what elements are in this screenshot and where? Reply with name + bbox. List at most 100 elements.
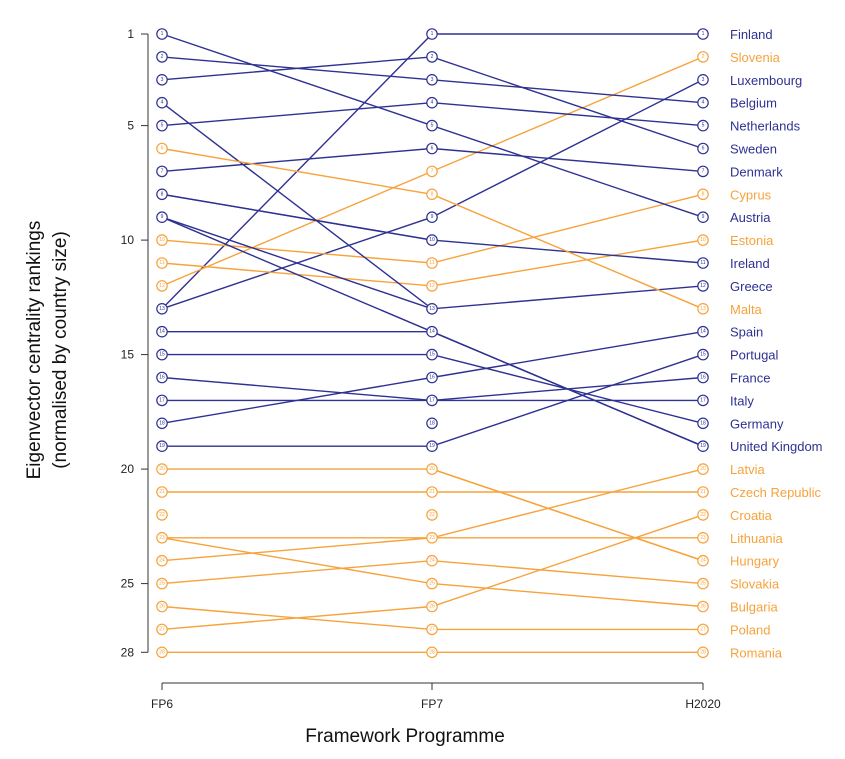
rank-marker bbox=[156, 74, 168, 86]
x-tick-label: H2020 bbox=[685, 697, 721, 711]
rank-marker-label: 9 bbox=[702, 214, 705, 220]
rank-marker-label: 27 bbox=[159, 626, 165, 632]
rank-marker bbox=[697, 600, 709, 613]
rank-marker bbox=[156, 142, 168, 155]
y-tick-label: 10 bbox=[121, 233, 135, 247]
rank-marker bbox=[697, 211, 709, 223]
rank-marker-label: 19 bbox=[700, 443, 706, 449]
rank-marker bbox=[697, 28, 709, 40]
rank-marker-label: 21 bbox=[429, 489, 435, 495]
rank-marker-label: 12 bbox=[159, 283, 165, 289]
rank-marker bbox=[156, 348, 168, 361]
country-label: Germany bbox=[730, 416, 784, 431]
rank-marker-label: 20 bbox=[700, 466, 706, 472]
rank-marker-label: 24 bbox=[159, 558, 165, 564]
rank-marker bbox=[697, 302, 709, 315]
series-line-germany bbox=[162, 353, 704, 424]
rank-marker bbox=[426, 577, 438, 590]
rank-marker bbox=[426, 371, 438, 384]
rank-marker-label: 6 bbox=[431, 146, 434, 152]
rank-marker bbox=[156, 234, 168, 246]
rank-marker-label: 8 bbox=[702, 191, 705, 197]
rank-marker-label: 12 bbox=[700, 283, 706, 289]
country-label: Portugal bbox=[730, 348, 779, 363]
rank-marker bbox=[426, 302, 438, 315]
series-segment bbox=[161, 216, 433, 310]
rank-marker-label: 7 bbox=[702, 168, 705, 174]
rank-marker bbox=[697, 417, 709, 430]
rank-marker bbox=[697, 280, 709, 292]
country-label: Romania bbox=[730, 645, 783, 660]
rank-marker bbox=[156, 463, 168, 475]
rank-marker bbox=[697, 577, 709, 590]
rank-marker bbox=[426, 234, 438, 246]
country-label: Malta bbox=[730, 302, 763, 317]
rank-marker bbox=[426, 623, 438, 636]
rank-marker-label: 13 bbox=[159, 306, 165, 312]
rank-marker bbox=[426, 348, 438, 361]
rank-marker bbox=[426, 96, 438, 109]
country-label: Ireland bbox=[730, 256, 770, 271]
rank-marker-label: 19 bbox=[429, 443, 435, 449]
rank-marker-label: 3 bbox=[702, 77, 705, 83]
series-segment bbox=[431, 468, 704, 562]
y-axis-title-line-2: (normalised by country size) bbox=[50, 231, 71, 469]
rank-marker-label: 2 bbox=[702, 54, 705, 60]
y-tick-label: 15 bbox=[121, 348, 135, 362]
rank-marker bbox=[156, 371, 168, 384]
rank-marker bbox=[156, 302, 168, 315]
rank-marker-label: 4 bbox=[702, 100, 705, 106]
rank-marker bbox=[697, 96, 709, 109]
rank-marker bbox=[697, 623, 709, 636]
series-line-cyprus bbox=[161, 193, 704, 264]
series-line-bulgaria bbox=[161, 537, 704, 608]
rank-marker-label: 24 bbox=[429, 558, 435, 564]
rank-marker-label: 10 bbox=[429, 237, 435, 243]
rank-marker-label: 20 bbox=[429, 466, 435, 472]
rank-marker bbox=[697, 257, 709, 269]
rank-marker-label: 16 bbox=[159, 375, 165, 381]
country-label: Greece bbox=[730, 279, 773, 294]
series-segment bbox=[431, 331, 704, 447]
y-tick-label: 1 bbox=[127, 27, 134, 41]
rank-marker bbox=[697, 325, 709, 338]
rank-marker-label: 14 bbox=[429, 329, 435, 335]
rank-marker-label: 3 bbox=[431, 77, 434, 83]
rank-marker bbox=[697, 74, 709, 86]
rank-marker-label: 26 bbox=[159, 604, 165, 610]
rank-marker bbox=[697, 51, 709, 63]
y-tick-label: 25 bbox=[121, 577, 135, 591]
rank-marker bbox=[156, 600, 168, 613]
rank-marker bbox=[426, 440, 438, 452]
rank-marker-label: 20 bbox=[159, 466, 165, 472]
rank-marker-label: 8 bbox=[161, 191, 164, 197]
rank-marker-label: 18 bbox=[429, 420, 435, 426]
country-label: Belgium bbox=[730, 96, 777, 111]
rank-marker bbox=[426, 51, 438, 63]
rank-marker-label: 25 bbox=[429, 581, 435, 587]
rank-marker-label: 10 bbox=[700, 237, 706, 243]
country-label: Luxembourg bbox=[730, 73, 802, 88]
rank-marker bbox=[697, 165, 709, 178]
country-label: Finland bbox=[730, 27, 773, 42]
rank-marker-label: 28 bbox=[429, 649, 435, 655]
country-label: Latvia bbox=[730, 462, 765, 477]
rank-marker-label: 4 bbox=[431, 100, 434, 106]
rank-marker-label: 11 bbox=[700, 260, 705, 266]
rank-marker bbox=[156, 623, 168, 636]
rank-marker bbox=[156, 257, 168, 269]
rank-marker-label: 10 bbox=[159, 237, 165, 243]
rank-marker-label: 22 bbox=[700, 512, 706, 518]
country-label: Sweden bbox=[730, 142, 777, 157]
country-label: Hungary bbox=[730, 554, 780, 569]
y-tick-label: 5 bbox=[127, 119, 134, 133]
rank-marker-label: 1 bbox=[702, 31, 705, 37]
rank-marker-label: 6 bbox=[702, 146, 705, 152]
rank-marker bbox=[156, 486, 168, 498]
rank-marker-label: 7 bbox=[161, 168, 164, 174]
series-segment bbox=[161, 193, 433, 241]
rank-marker bbox=[426, 74, 438, 86]
rank-marker-label: 24 bbox=[700, 558, 706, 564]
rank-marker-label: 15 bbox=[159, 352, 165, 358]
rank-marker bbox=[426, 509, 438, 521]
